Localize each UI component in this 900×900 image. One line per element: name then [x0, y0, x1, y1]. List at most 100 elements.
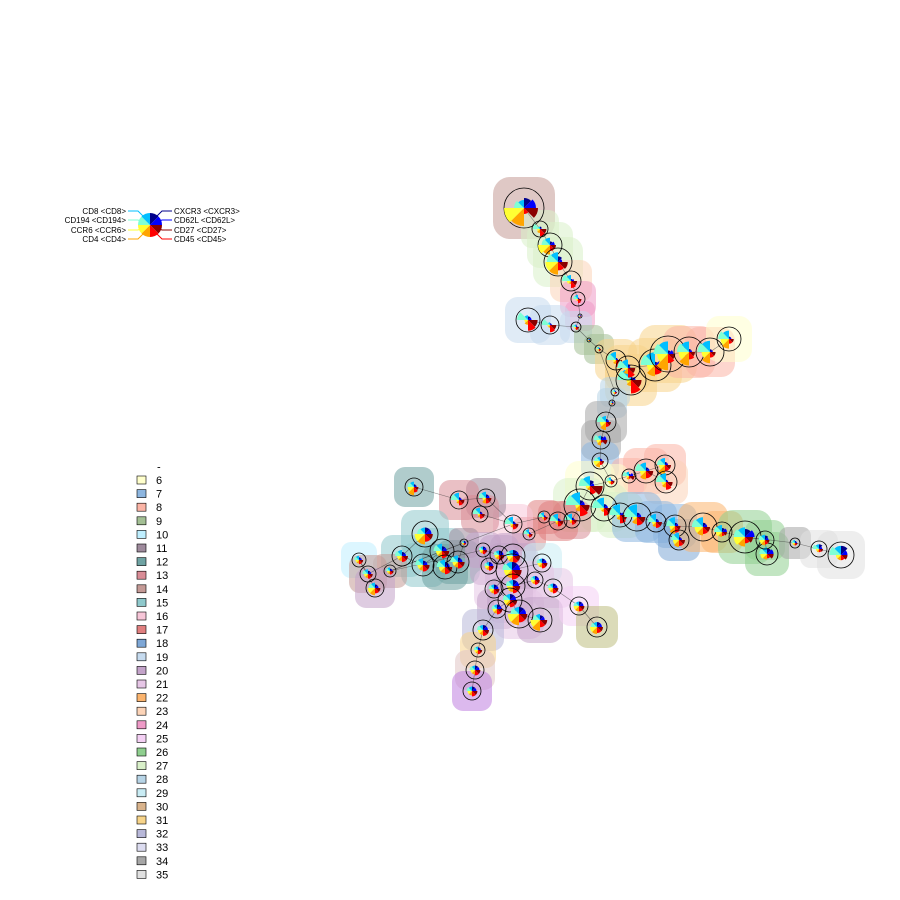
tree-node-26 — [633, 458, 659, 484]
node-25-wedge-3 — [629, 476, 631, 479]
node-37-wedge-5 — [673, 540, 679, 545]
node-4-wedge-1 — [571, 278, 574, 281]
node-81-wedge-0 — [597, 622, 601, 627]
node-76-wedge-5 — [504, 600, 510, 605]
node-7-wedge-0 — [576, 325, 578, 327]
node-24-wedge-3 — [600, 461, 603, 465]
node-26-wedge-0 — [646, 467, 649, 471]
node-outline-24 — [591, 452, 609, 470]
node-80-wedge-2 — [579, 606, 585, 610]
node-52-wedge-3 — [459, 500, 463, 506]
node-21-wedge-2 — [612, 403, 614, 405]
tree-node-52 — [449, 490, 469, 510]
node-17-wedge-2 — [689, 352, 695, 357]
node-64-wedge-1 — [368, 571, 372, 574]
node-19-wedge-0 — [729, 336, 731, 339]
cluster-legend-swatch-12 — [136, 625, 147, 634]
node-16-wedge-6 — [653, 343, 668, 354]
node-outline-28 — [654, 470, 678, 494]
node-outline-1 — [531, 220, 549, 238]
node-23-wedge-3 — [601, 440, 603, 443]
node-35-wedge-3 — [656, 522, 661, 528]
marker-key-line-left-1 — [128, 219, 147, 224]
node-71-wedge-7 — [538, 558, 542, 563]
node-4-wedge-4 — [568, 281, 571, 284]
node-11-wedge-3 — [599, 349, 601, 351]
node-49-wedge-2 — [529, 534, 533, 537]
tree-node-57 — [411, 553, 435, 577]
node-65-wedge-5 — [367, 588, 375, 594]
node-34-wedge-5 — [632, 517, 637, 520]
node-76-wedge-1 — [510, 595, 516, 600]
node-30-wedge-7 — [583, 476, 590, 486]
node-30-wedge-1 — [590, 483, 595, 486]
node-75-wedge-4 — [549, 588, 553, 593]
node-23-wedge-0 — [601, 436, 604, 440]
node-69-wedge-6 — [484, 562, 489, 566]
tree-edge-9 — [575, 326, 590, 341]
node-32-wedge-4 — [601, 508, 604, 512]
node-6-wedge-2 — [580, 316, 581, 317]
tree-node-9 — [540, 315, 560, 335]
node-56-wedge-3 — [402, 556, 407, 562]
node-74-wedge-5 — [531, 580, 535, 583]
node-outline-51 — [476, 488, 496, 508]
node-84-wedge-7 — [471, 665, 475, 670]
node-59-wedge-0 — [445, 562, 449, 567]
node-73-wedge-6 — [505, 580, 513, 586]
node-78-wedge-2 — [519, 614, 528, 620]
node-83-wedge-0 — [478, 647, 480, 650]
node-77-wedge-7 — [493, 604, 497, 609]
node-64-wedge-0 — [368, 570, 371, 574]
node-outline-71 — [532, 553, 552, 573]
node-29-wedge-1 — [611, 479, 613, 481]
node-50-wedge-4 — [510, 524, 513, 528]
node-3-wedge-3 — [558, 262, 564, 271]
node-74-wedge-1 — [535, 577, 539, 580]
node-6-wedge-5 — [579, 316, 580, 317]
node-52-wedge-0 — [459, 497, 461, 500]
node-outline-79 — [527, 607, 553, 633]
node-47-wedge-2 — [558, 521, 564, 525]
node-15-wedge-6 — [640, 354, 655, 365]
node-25-wedge-7 — [626, 471, 629, 476]
node-68-wedge-4 — [508, 556, 513, 562]
node-39-wedge-6 — [714, 526, 722, 532]
node-67-wedge-4 — [495, 555, 499, 560]
node-46-wedge-0 — [572, 517, 574, 520]
node-39-wedge-1 — [722, 528, 727, 532]
marker-key-line-right-3 — [153, 230, 172, 240]
cluster-legend-swatch-19 — [136, 720, 147, 730]
tree-edge-48 — [528, 520, 559, 535]
node-60-wedge-3 — [458, 562, 463, 569]
node-4-wedge-3 — [571, 281, 576, 288]
node-54-wedge-2 — [414, 487, 419, 491]
node-61-wedge-3 — [464, 543, 466, 545]
cluster-legend-swatch-14 — [136, 652, 147, 662]
cluster-legend-label-24: 29 — [156, 788, 168, 800]
node-20-wedge-1 — [615, 391, 617, 392]
node-52-wedge-1 — [459, 498, 462, 500]
node-42-wedge-0 — [765, 535, 769, 540]
node-23-wedge-5 — [596, 440, 601, 444]
node-78-wedge-1 — [519, 609, 526, 614]
node-68-wedge-7 — [508, 550, 513, 556]
node-33-wedge-6 — [609, 507, 620, 515]
cluster-legend-label-16: 21 — [156, 679, 168, 691]
node-63-wedge-2 — [359, 560, 364, 563]
node-62-wedge-6 — [385, 568, 390, 571]
node-9-wedge-4 — [548, 325, 550, 328]
node-60-wedge-4 — [454, 562, 458, 568]
node-36-wedge-6 — [666, 519, 675, 526]
node-outline-81 — [586, 616, 608, 638]
node-52-wedge-6 — [450, 494, 459, 500]
node-19-wedge-5 — [720, 339, 729, 345]
node-outline-37 — [668, 529, 690, 551]
node-62-wedge-2 — [390, 571, 394, 574]
node-26-wedge-1 — [646, 468, 650, 471]
cluster-legend-swatch-6 — [136, 543, 147, 553]
node-26-wedge-3 — [646, 471, 652, 479]
node-9-wedge-6 — [541, 319, 550, 325]
node-outline-4 — [560, 270, 582, 292]
